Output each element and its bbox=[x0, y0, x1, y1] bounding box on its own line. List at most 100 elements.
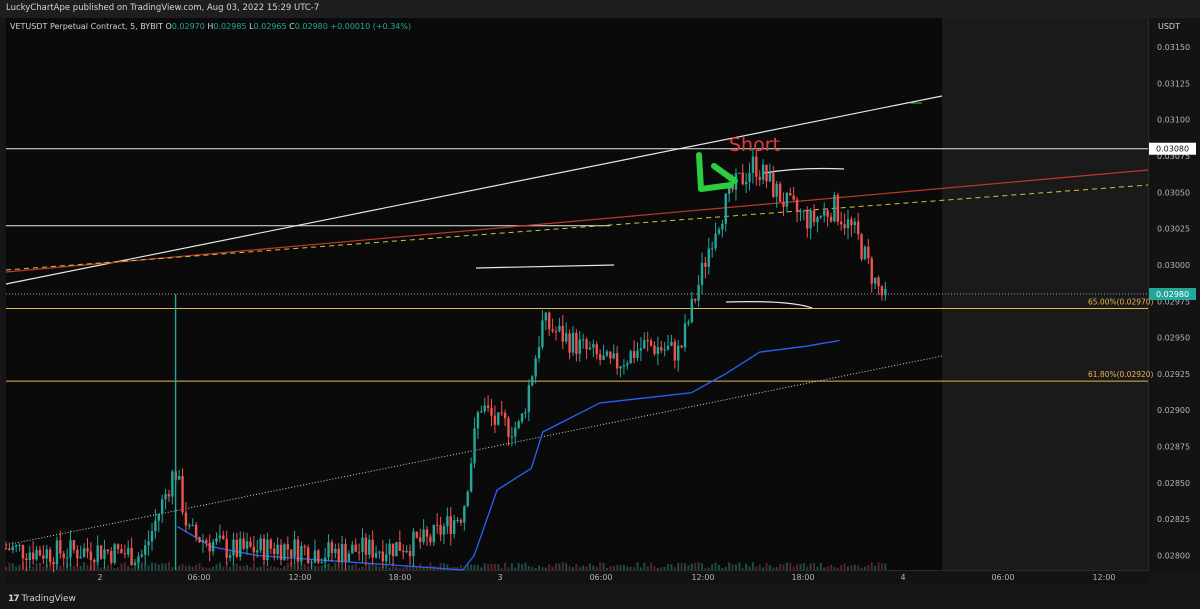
candle-body bbox=[52, 561, 55, 565]
volume-bar bbox=[599, 562, 602, 570]
candle-body bbox=[303, 546, 306, 548]
volume-bar bbox=[225, 562, 228, 570]
volume-bar bbox=[707, 567, 710, 570]
price-tick-label: 0.02850 bbox=[1157, 479, 1190, 488]
candle-body bbox=[880, 286, 884, 296]
volume-bar bbox=[836, 567, 839, 570]
tradingview-logo[interactable]: 17 TradingView bbox=[8, 593, 88, 605]
volume-bar bbox=[758, 564, 761, 570]
volume-bar bbox=[276, 567, 279, 570]
volume-bar bbox=[840, 564, 843, 570]
candle-body bbox=[215, 538, 218, 543]
candle-body bbox=[660, 347, 663, 351]
volume-bar bbox=[239, 565, 242, 570]
volume-bar bbox=[857, 564, 860, 570]
candle-body bbox=[18, 545, 21, 547]
candle-body bbox=[473, 428, 476, 464]
candle-body bbox=[232, 539, 235, 556]
volume-bar bbox=[612, 566, 615, 570]
published-bar: LuckyChartApe published on TradingView.c… bbox=[0, 0, 1200, 18]
volume-bar bbox=[59, 565, 62, 570]
volume-bar bbox=[415, 566, 418, 570]
candle-body bbox=[476, 412, 480, 429]
candle-body bbox=[93, 559, 96, 563]
volume-bar bbox=[76, 563, 79, 570]
volume-bar bbox=[517, 563, 520, 570]
volume-bar bbox=[850, 565, 853, 570]
candle-body bbox=[870, 258, 873, 284]
price-tick-label: 0.03075 bbox=[1157, 152, 1190, 161]
candle-body bbox=[167, 494, 171, 497]
volume-bar bbox=[164, 563, 167, 570]
candle-body bbox=[531, 376, 534, 386]
hand-stroke-low bbox=[725, 301, 813, 309]
volume-bar bbox=[656, 567, 659, 570]
volume-bar bbox=[514, 567, 517, 570]
candle-body bbox=[425, 529, 429, 537]
candle-body bbox=[772, 172, 775, 197]
fib-label-618: 61.80%(0.02920) bbox=[1088, 370, 1154, 379]
candle-body bbox=[35, 549, 38, 560]
volume-bar bbox=[402, 567, 405, 570]
candle-body bbox=[877, 277, 880, 287]
candle-body bbox=[602, 355, 605, 360]
volume-bar bbox=[256, 567, 259, 570]
candle-body bbox=[276, 544, 279, 555]
candle-body bbox=[714, 233, 717, 249]
volume-bar bbox=[504, 562, 507, 570]
time-axis[interactable] bbox=[6, 570, 1148, 584]
candle-body bbox=[14, 545, 18, 547]
volume-bar bbox=[548, 564, 551, 570]
candle-body bbox=[429, 536, 432, 543]
volume-bar bbox=[510, 563, 513, 570]
candle-body bbox=[789, 192, 792, 196]
volume-bar bbox=[296, 567, 299, 570]
volume-bar bbox=[8, 562, 11, 570]
volume-bar bbox=[117, 567, 120, 570]
candle-body bbox=[323, 557, 327, 563]
volume-bar bbox=[266, 567, 269, 570]
volume-bar bbox=[317, 566, 320, 570]
price-tick-label: 0.02800 bbox=[1157, 551, 1190, 560]
candle-body bbox=[463, 506, 466, 523]
candle-body bbox=[402, 550, 405, 553]
candle-body bbox=[884, 289, 887, 296]
candle-body bbox=[507, 418, 510, 437]
candle-body bbox=[670, 341, 673, 346]
volume-bar bbox=[799, 564, 802, 570]
time-tick-label: 2 bbox=[97, 573, 102, 582]
volume-bar bbox=[633, 566, 636, 570]
candle-body bbox=[459, 519, 463, 523]
candle-body bbox=[422, 529, 425, 543]
volume-bar bbox=[487, 564, 490, 570]
volume-bar bbox=[337, 566, 340, 570]
candle-body bbox=[778, 183, 782, 202]
candle-body bbox=[578, 339, 581, 354]
volume-bar bbox=[83, 562, 86, 570]
time-tick-label: 18:00 bbox=[791, 573, 814, 582]
candle-body bbox=[4, 548, 8, 550]
volume-bar bbox=[110, 566, 113, 570]
price-tick-label: 0.02825 bbox=[1157, 515, 1190, 524]
volume-bar bbox=[711, 564, 714, 570]
candle-body bbox=[738, 172, 741, 174]
volume-bar bbox=[830, 564, 833, 570]
candle-body bbox=[514, 427, 517, 437]
candle-body bbox=[520, 413, 524, 422]
candle-body bbox=[313, 550, 317, 563]
candle-body bbox=[205, 540, 208, 543]
candle-body bbox=[235, 539, 239, 557]
candle-body bbox=[293, 539, 296, 557]
volume-bar bbox=[422, 566, 425, 570]
published-text: LuckyChartApe published on TradingView.c… bbox=[6, 3, 320, 13]
volume-bar bbox=[867, 564, 870, 570]
volume-bar bbox=[62, 567, 65, 570]
candle-body bbox=[296, 539, 300, 562]
candle-body bbox=[405, 550, 408, 553]
volume-bar bbox=[212, 566, 215, 570]
symbol-name: VETUSDT Perpetual Contract, 5, BYBIT bbox=[10, 22, 163, 31]
candle-body bbox=[439, 525, 442, 535]
volume-bar bbox=[42, 566, 45, 570]
candle-body bbox=[853, 221, 856, 226]
volume-bar bbox=[741, 567, 744, 570]
